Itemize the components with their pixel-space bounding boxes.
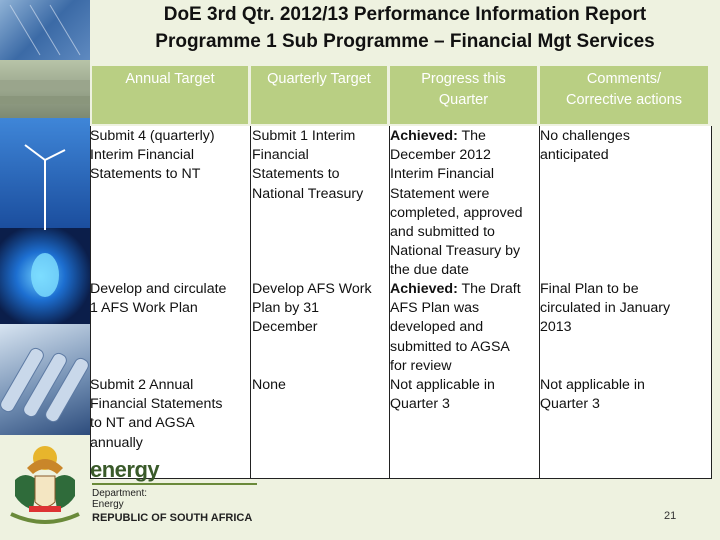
header-progress: Progress this Quarter <box>390 66 537 124</box>
decorative-photo-strip <box>0 0 90 435</box>
row1-progress-status: Achieved: <box>390 128 458 144</box>
coat-of-arms-icon <box>10 446 80 524</box>
row2-annual-target: Develop and circulate 1 AFS Work Plan <box>90 281 227 317</box>
department-label: Department: Energy <box>92 488 147 510</box>
column-divider <box>250 126 251 478</box>
row3-quarterly-target: None <box>252 377 286 393</box>
row2-quarterly-target: Develop AFS Work Plan by 31 December <box>252 281 372 336</box>
row1-progress: Achieved: The December 2012 Interim Fina… <box>390 127 523 281</box>
performance-table <box>90 126 712 479</box>
energy-logo-text: energy <box>90 457 160 482</box>
logo-divider <box>92 483 257 485</box>
title-line-1: DoE 3rd Qtr. 2012/13 Performance Informa… <box>163 4 647 25</box>
page-title: DoE 3rd Qtr. 2012/13 Performance Informa… <box>90 0 720 55</box>
row3-progress: Not applicable in Quarter 3 <box>390 377 495 413</box>
department-line-1: Department: <box>92 488 148 499</box>
row3-comments: Not applicable in Quarter 3 <box>540 377 645 413</box>
row2-comments: Final Plan to be circulated in January 2… <box>540 281 671 336</box>
column-divider <box>389 126 390 478</box>
department-line-2: Energy <box>92 499 124 510</box>
row2-progress-text: The Draft AFS Plan was developed and sub… <box>390 281 521 374</box>
row3-annual-target: Submit 2 Annual Financial Statements to … <box>90 377 223 451</box>
row2-progress: Achieved: The Draft AFS Plan was develop… <box>390 280 521 376</box>
row1-quarterly-target: Submit 1 Interim Financial Statements to… <box>252 128 364 202</box>
header-annual-target: Annual Target <box>92 66 248 124</box>
row2-progress-status: Achieved: <box>390 281 458 297</box>
row1-comments: No challenges anticipated <box>540 128 630 164</box>
strip-details-icon <box>0 4 90 423</box>
page-number: 21 <box>664 510 677 522</box>
title-line-2: Programme 1 Sub Programme – Financial Mg… <box>155 31 655 52</box>
row1-annual-target: Submit 4 (quarterly) Interim Financial S… <box>90 128 215 183</box>
header-quarterly-target: Quarterly Target <box>251 66 387 124</box>
column-divider <box>539 126 540 478</box>
country-label: REPUBLIC OF SOUTH AFRICA <box>92 512 253 524</box>
header-comments: Comments/ Corrective actions <box>540 66 708 124</box>
row1-progress-text: The December 2012 Interim Financial Stat… <box>390 128 523 279</box>
